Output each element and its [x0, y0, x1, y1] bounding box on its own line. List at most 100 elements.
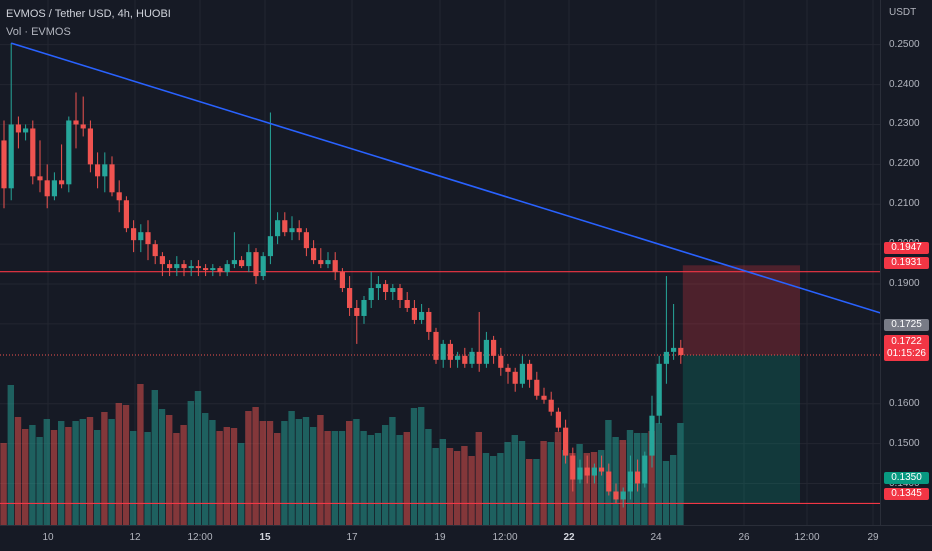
volume-bar: [382, 425, 389, 525]
volume-bar: [58, 421, 65, 525]
volume-bar: [338, 431, 346, 525]
volume-bar: [65, 427, 72, 525]
candle: [246, 244, 252, 273]
volume-bar: [619, 440, 626, 525]
candle: [491, 335, 497, 364]
candle: [332, 252, 338, 281]
volume-bar: [677, 423, 684, 525]
volume-bar: [353, 419, 360, 525]
resistance-level-badge: 0.1931: [884, 257, 929, 269]
candle: [95, 152, 101, 189]
candle: [404, 292, 410, 312]
horizontal-levels[interactable]: [0, 271, 880, 505]
candle: [606, 463, 612, 496]
risk-zone: [682, 265, 800, 356]
candle: [555, 407, 561, 432]
candle: [123, 196, 129, 233]
candle: [131, 220, 137, 253]
candle: [318, 248, 324, 269]
time-tick: 19: [434, 532, 446, 543]
candle: [66, 116, 72, 193]
candle: [541, 387, 547, 404]
volume-bar: [468, 456, 475, 525]
volume-bar: [439, 439, 446, 525]
volume-bar: [410, 408, 418, 525]
candle: [37, 140, 43, 193]
candle: [469, 347, 475, 368]
volume-bar: [187, 401, 194, 525]
candle: [440, 339, 446, 368]
volume-bar: [216, 431, 223, 525]
candle: [253, 248, 259, 285]
volume-bar: [144, 432, 151, 525]
candle: [462, 347, 468, 368]
candle: [260, 252, 266, 281]
volume-bar: [72, 421, 79, 525]
price-tick: 0.2500: [889, 38, 920, 50]
price-chart[interactable]: [0, 0, 880, 525]
symbol-title[interactable]: EVMOS / Tether USD, 4h, HUOBI: [6, 8, 171, 20]
volume-bar: [446, 448, 454, 525]
volume-bar: [418, 407, 425, 525]
candle: [289, 216, 295, 241]
candle: [620, 487, 626, 508]
target-level-badge: 0.1350: [884, 472, 929, 484]
candlestick-series: [1, 43, 684, 508]
price-tick: 0.1500: [889, 437, 920, 449]
candle: [627, 455, 633, 500]
stop-level-badge: 0.1947: [884, 242, 929, 254]
volume-bar: [583, 453, 590, 525]
candle: [512, 367, 518, 392]
time-tick: 17: [346, 532, 358, 543]
reward-zone: [682, 355, 800, 504]
volume-bar: [490, 456, 497, 525]
candle: [390, 284, 396, 300]
candle: [59, 144, 65, 189]
volume-indicator-label[interactable]: Vol · EVMOS: [6, 26, 71, 38]
candle: [73, 92, 79, 149]
candle: [347, 276, 353, 316]
candle: [1, 120, 7, 209]
time-tick: 29: [867, 532, 879, 543]
candle: [15, 116, 21, 149]
candle: [642, 451, 648, 488]
candle: [577, 459, 583, 484]
volume-bar: [590, 452, 598, 525]
trendline-drawing[interactable]: [10, 42, 880, 314]
candle: [231, 232, 237, 269]
volume-bar: [79, 419, 86, 525]
candle: [210, 264, 216, 277]
time-tick: 12:00: [187, 532, 213, 543]
price-tick: 0.1900: [889, 278, 920, 290]
time-axis[interactable]: 10 12 12:00 15 17 19 12:00 22 24 26 12:00 29: [0, 525, 932, 551]
price-axis[interactable]: USDT 0.25000.24000.23000.22000.21000.200…: [880, 0, 932, 525]
descending-trendline: [10, 42, 880, 314]
volume-bar: [22, 429, 29, 525]
candle: [519, 355, 525, 388]
volume-bar: [526, 459, 533, 525]
candle: [116, 180, 122, 213]
candle: [570, 447, 576, 492]
candle: [411, 300, 417, 324]
candle: [282, 212, 288, 237]
volume-bar: [461, 446, 468, 525]
short-position-tool[interactable]: [682, 265, 800, 504]
volume-bar: [50, 430, 58, 525]
volume-bar: [86, 417, 94, 525]
time-tick: 26: [738, 532, 750, 543]
volume-bar: [180, 425, 187, 525]
volume-bar: [360, 431, 367, 525]
volume-bar: [317, 415, 324, 525]
price-tick: 0.2400: [889, 78, 920, 90]
volume-bar: [511, 435, 518, 525]
volume-bar: [266, 421, 274, 525]
candle: [483, 331, 489, 368]
volume-bar: [324, 431, 331, 525]
candle: [145, 220, 151, 261]
volume-bar: [130, 431, 137, 525]
volume-bar: [115, 403, 122, 525]
time-tick: 12:00: [794, 532, 820, 543]
volume-bar: [648, 431, 655, 525]
volume-bar: [230, 428, 238, 525]
candle: [296, 220, 302, 241]
